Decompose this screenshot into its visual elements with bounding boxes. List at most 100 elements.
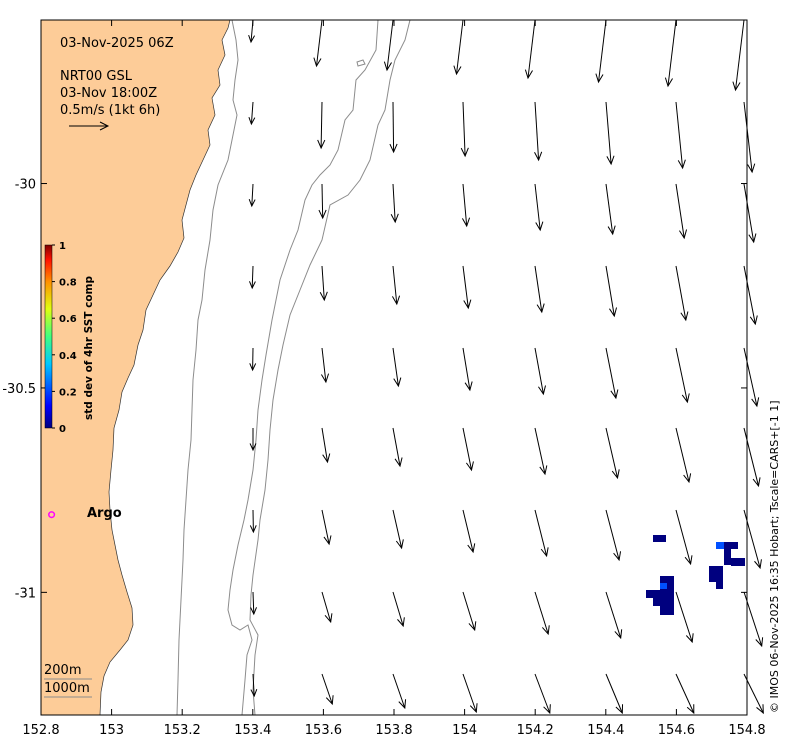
current-arrow bbox=[248, 101, 256, 126]
current-arrow bbox=[595, 19, 607, 84]
current-arrow bbox=[321, 591, 333, 624]
current-arrow bbox=[605, 509, 622, 562]
colorbar-tick-label: 1 bbox=[59, 241, 66, 252]
current-arrow bbox=[462, 347, 473, 392]
sst-pixel bbox=[716, 582, 723, 589]
scale-arrow-icon bbox=[69, 121, 110, 131]
current-arrow bbox=[462, 673, 478, 714]
current-arrow bbox=[392, 591, 405, 628]
current-arrow bbox=[675, 183, 688, 240]
colorbar-ticks: 0 0.2 0.4 0.6 0.8 1 bbox=[52, 241, 77, 435]
current-arrow bbox=[318, 183, 327, 220]
argo-float-marker bbox=[48, 511, 56, 519]
isobath-1000m bbox=[227, 19, 379, 716]
current-arrow bbox=[319, 265, 328, 302]
x-tick-label: 152.8 bbox=[22, 723, 59, 738]
x-tick-label: 154.2 bbox=[517, 723, 554, 738]
colorbar-tick-label: 0.2 bbox=[59, 387, 77, 398]
current-arrow bbox=[675, 591, 694, 644]
current-arrow bbox=[534, 673, 551, 715]
colorbar-tick-label: 0.8 bbox=[59, 278, 77, 289]
sst-pixel bbox=[724, 542, 738, 549]
current-arrow bbox=[250, 591, 257, 616]
info-line-date: 03-Nov-2025 06Z bbox=[60, 36, 174, 51]
current-arrow bbox=[605, 265, 618, 318]
current-arrow bbox=[462, 509, 476, 554]
y-tick-label: -30 bbox=[15, 178, 36, 193]
current-arrow bbox=[534, 265, 545, 314]
x-tick-label: 154.8 bbox=[728, 723, 765, 738]
current-arrow bbox=[605, 591, 623, 640]
current-arrow bbox=[248, 183, 256, 208]
current-arrow bbox=[743, 101, 756, 174]
current-arrow bbox=[743, 427, 761, 488]
current-arrow bbox=[453, 19, 464, 76]
sst-pixel bbox=[660, 606, 674, 615]
x-tick-label: 153.8 bbox=[375, 723, 412, 738]
sst-pixel bbox=[653, 535, 666, 542]
y-tick-label: -30.5 bbox=[2, 382, 36, 397]
current-arrow bbox=[383, 19, 394, 72]
x-axis-ticks: 152.8 153 153.2 153.4 153.6 153.8 154 154.2 154.… bbox=[22, 20, 766, 738]
current-arrow bbox=[605, 427, 620, 480]
sst-pixel bbox=[660, 583, 667, 589]
current-arrow bbox=[534, 509, 549, 558]
current-arrow bbox=[675, 265, 689, 322]
x-tick-label: 153 bbox=[99, 723, 124, 738]
current-arrow bbox=[249, 509, 257, 534]
colorbar-title: std dev of 4hr SST comp bbox=[83, 276, 95, 420]
current-arrow bbox=[321, 509, 332, 546]
current-arrow bbox=[462, 265, 472, 310]
current-arrow bbox=[605, 101, 615, 166]
argo-label: Argo bbox=[87, 506, 122, 521]
info-line-scale: 0.5m/s (1kt 6h) bbox=[60, 103, 160, 118]
current-arrow bbox=[605, 673, 624, 715]
current-arrow bbox=[605, 347, 619, 400]
current-arrow bbox=[460, 101, 469, 158]
sst-pixel bbox=[731, 558, 745, 566]
x-tick-label: 153.6 bbox=[305, 723, 342, 738]
current-arrow bbox=[390, 183, 399, 224]
current-arrow bbox=[534, 101, 543, 162]
sst-std-dev-pixels bbox=[646, 535, 745, 615]
credit-text: © IMOS 06-Nov-2025 16:35 Hobart; Tscale=… bbox=[768, 401, 781, 713]
current-arrow bbox=[675, 673, 695, 715]
current-arrow bbox=[249, 347, 257, 372]
current-arrow bbox=[392, 673, 407, 710]
current-arrow bbox=[605, 183, 616, 236]
sst-pixel bbox=[709, 574, 723, 582]
x-tick-label: 154.4 bbox=[587, 723, 624, 738]
current-arrow bbox=[534, 183, 544, 232]
info-line-time: 03-Nov 18:00Z bbox=[60, 86, 157, 101]
isobath-200m bbox=[176, 19, 239, 716]
depth-label-200m: 200m bbox=[44, 663, 81, 678]
current-arrow bbox=[250, 673, 258, 698]
current-arrow bbox=[732, 19, 745, 92]
sst-pixel bbox=[653, 598, 674, 606]
x-tick-label: 154 bbox=[452, 723, 477, 738]
x-tick-label: 153.4 bbox=[234, 723, 271, 738]
isobath-2000m bbox=[249, 19, 411, 716]
colorbar-tick-label: 0 bbox=[59, 424, 66, 435]
current-arrow bbox=[391, 265, 401, 306]
colorbar-tick-label: 0.4 bbox=[59, 351, 77, 362]
current-arrow bbox=[321, 673, 334, 706]
current-arrow bbox=[534, 427, 548, 476]
sst-pixel bbox=[716, 542, 724, 549]
current-arrow bbox=[534, 591, 550, 636]
current-arrow bbox=[321, 427, 331, 464]
depth-label-1000m: 1000m bbox=[44, 681, 90, 696]
y-tick-label: -31 bbox=[15, 586, 36, 601]
x-tick-label: 154.6 bbox=[658, 723, 695, 738]
current-arrow bbox=[675, 347, 690, 404]
current-arrow bbox=[462, 427, 474, 472]
current-arrow bbox=[389, 101, 398, 154]
current-arrow bbox=[675, 101, 686, 170]
current-arrow bbox=[317, 101, 326, 150]
coastline-land bbox=[40, 19, 231, 716]
current-arrow bbox=[392, 427, 403, 468]
current-arrow bbox=[320, 347, 330, 384]
sst-pixel bbox=[724, 549, 731, 565]
sst-pixel bbox=[709, 566, 723, 574]
